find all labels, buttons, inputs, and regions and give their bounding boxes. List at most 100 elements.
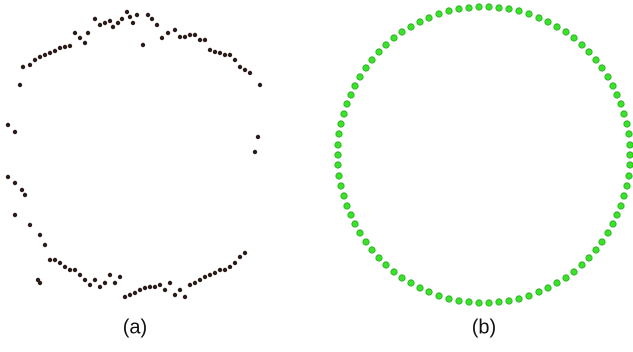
point xyxy=(356,73,364,81)
point xyxy=(127,14,133,20)
point xyxy=(177,287,183,293)
point xyxy=(92,16,98,22)
point xyxy=(351,82,359,90)
point xyxy=(242,67,248,73)
point xyxy=(237,64,243,70)
point xyxy=(232,57,238,63)
point xyxy=(335,130,343,138)
point xyxy=(343,100,351,108)
point xyxy=(578,261,586,269)
point xyxy=(343,202,351,210)
point xyxy=(335,172,343,180)
point xyxy=(107,272,113,278)
point xyxy=(12,212,18,218)
point xyxy=(625,130,633,138)
point xyxy=(157,282,163,288)
point xyxy=(187,282,193,288)
point xyxy=(416,284,424,292)
point xyxy=(351,220,359,228)
point xyxy=(382,261,390,269)
point xyxy=(334,161,342,169)
point xyxy=(382,41,390,49)
point xyxy=(623,182,631,190)
point xyxy=(154,22,160,28)
point xyxy=(604,229,612,237)
point xyxy=(598,238,606,246)
point xyxy=(37,280,43,286)
point xyxy=(535,14,543,22)
point xyxy=(535,288,543,296)
point xyxy=(140,42,146,48)
point xyxy=(613,211,621,219)
point xyxy=(455,297,463,305)
point xyxy=(237,254,243,260)
point xyxy=(92,277,98,283)
point xyxy=(407,23,415,31)
point xyxy=(475,3,483,11)
point xyxy=(445,295,453,303)
point xyxy=(19,187,25,193)
point xyxy=(445,7,453,15)
point xyxy=(17,82,23,88)
point xyxy=(485,3,493,11)
point xyxy=(172,292,178,298)
point xyxy=(390,268,398,276)
point xyxy=(42,52,48,58)
point xyxy=(375,254,383,262)
point xyxy=(27,62,33,68)
point xyxy=(334,141,342,149)
point xyxy=(585,254,593,262)
point xyxy=(77,35,83,41)
point xyxy=(485,299,493,307)
point xyxy=(202,274,208,280)
point xyxy=(334,151,342,159)
point xyxy=(598,64,606,72)
point xyxy=(222,267,228,273)
point xyxy=(159,35,165,41)
point xyxy=(115,20,121,26)
point xyxy=(620,110,628,118)
point xyxy=(97,284,103,290)
point xyxy=(52,257,58,263)
point xyxy=(227,52,233,58)
point xyxy=(177,34,183,40)
point xyxy=(592,246,600,254)
point xyxy=(337,120,345,128)
caption: (a) xyxy=(123,316,147,338)
point xyxy=(375,48,383,56)
point xyxy=(5,174,11,180)
point xyxy=(82,277,88,283)
point xyxy=(67,267,73,273)
point xyxy=(368,246,376,254)
point xyxy=(107,18,113,24)
point xyxy=(142,285,148,291)
point xyxy=(122,294,128,300)
point xyxy=(145,12,151,18)
point xyxy=(604,73,612,81)
point xyxy=(52,48,58,54)
point xyxy=(197,277,203,283)
point xyxy=(425,288,433,296)
point xyxy=(124,9,130,15)
point xyxy=(82,40,88,46)
point xyxy=(22,192,28,198)
point xyxy=(5,122,11,128)
point xyxy=(207,272,213,278)
point xyxy=(12,129,18,135)
point xyxy=(435,10,443,18)
point xyxy=(217,50,223,56)
point xyxy=(578,41,586,49)
point xyxy=(187,32,193,38)
point xyxy=(197,37,203,43)
point xyxy=(553,23,561,31)
point xyxy=(626,151,633,159)
point xyxy=(617,202,625,210)
point xyxy=(475,299,483,307)
caption: (b) xyxy=(472,316,496,338)
point xyxy=(356,229,364,237)
point xyxy=(47,50,53,56)
point xyxy=(592,56,600,64)
point xyxy=(242,250,248,256)
point xyxy=(202,37,208,43)
point xyxy=(252,149,258,155)
